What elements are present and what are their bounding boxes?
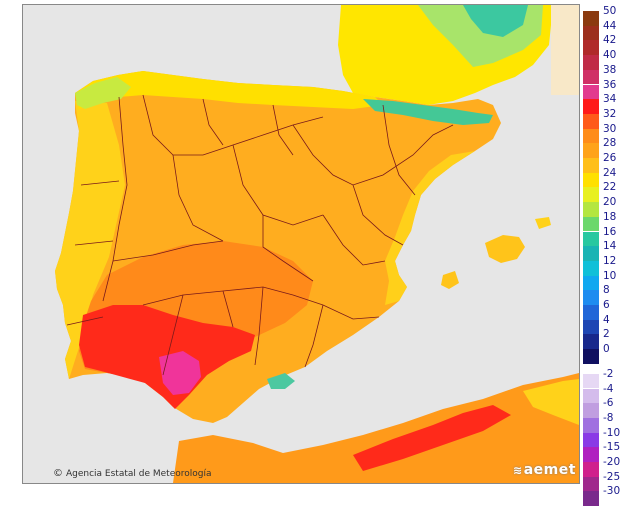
legend-swatch (583, 172, 599, 188)
credit-label: © Agencia Estatal de Meteorología (53, 468, 212, 479)
portugal-west-strip (55, 101, 125, 379)
legend-label: 4 (603, 313, 610, 326)
legend-swatch (583, 84, 599, 100)
legend-swatch (583, 143, 599, 158)
legend-swatch (583, 69, 599, 85)
legend-label: -30 (603, 485, 621, 498)
outer-area (551, 5, 579, 95)
legend-label: 12 (603, 254, 617, 267)
legend-label: -20 (603, 456, 621, 468)
legend-label: 20 (603, 196, 617, 209)
legend-swatch (583, 447, 599, 462)
legend-label: 10 (603, 269, 617, 282)
legend-label: 24 (603, 166, 617, 179)
legend-label: 30 (603, 122, 617, 135)
legend-label: 32 (603, 107, 617, 120)
aemet-logo: ≋aemet (513, 462, 576, 478)
legend-swatch (583, 260, 599, 276)
legend-label: 44 (603, 19, 617, 32)
legend-label: 22 (603, 181, 617, 194)
north-africa-land (173, 373, 579, 483)
legend-swatch (583, 202, 599, 217)
map-canvas (23, 5, 579, 483)
legend-swatch (583, 99, 599, 114)
legend-swatch (583, 334, 599, 350)
legend-swatch (583, 305, 599, 320)
east-coast-band (385, 151, 475, 305)
legend-label: 2 (603, 328, 610, 341)
legend-gap (583, 363, 599, 374)
legend-swatch (583, 432, 599, 448)
legend-label: 16 (603, 225, 617, 238)
legend-swatch (583, 158, 599, 173)
legend-swatch (583, 55, 599, 70)
legend-swatch (583, 388, 599, 404)
legend-label: 34 (603, 93, 617, 106)
balearic-mallorca (485, 235, 525, 263)
legend-swatch (583, 231, 599, 247)
legend-swatch (583, 113, 599, 129)
legend-swatch (583, 491, 599, 506)
legend-label: 26 (603, 152, 617, 164)
legend-label: -4 (603, 382, 614, 395)
galicia-cool (75, 77, 131, 109)
legend-swatch (583, 40, 599, 56)
legend-label: -2 (603, 367, 614, 380)
extreme-hot-zone (159, 351, 201, 395)
legend-swatch (583, 25, 599, 41)
legend-label: 8 (603, 284, 610, 297)
legend-swatch (583, 11, 599, 26)
legend-label: 6 (603, 299, 610, 311)
france-cold-zone (463, 5, 528, 37)
legend-label: 40 (603, 49, 617, 62)
north-africa-hot (353, 405, 511, 471)
legend-label: 28 (603, 137, 617, 150)
legend-swatch (583, 319, 599, 335)
copyright-icon: © (53, 468, 63, 479)
balearic-menorca (535, 217, 551, 229)
north-africa-cool (523, 379, 579, 425)
legend-label: 38 (603, 63, 617, 76)
credit-text: Agencia Estatal de Meteorología (66, 469, 212, 479)
legend-label: -10 (603, 426, 621, 439)
legend-label: 14 (603, 240, 617, 253)
legend-swatch (583, 462, 599, 477)
legend-swatch (583, 290, 599, 305)
legend-label: -6 (603, 397, 614, 410)
legend-swatch (583, 373, 599, 389)
legend-swatch (583, 275, 599, 291)
legend-label: 0 (603, 343, 610, 356)
legend-swatch (583, 349, 599, 364)
legend-swatch (583, 403, 599, 418)
legend-label: -15 (603, 441, 621, 454)
aemet-logo-text: aemet (523, 462, 576, 478)
temperature-map: © Agencia Estatal de Meteorología ≋aemet (22, 4, 580, 484)
pyrenees-band (363, 99, 493, 125)
legend-label: -25 (603, 470, 621, 483)
legend-label: 42 (603, 34, 617, 47)
legend-swatch (583, 216, 599, 232)
legend-swatch (583, 128, 599, 144)
balearic-ibiza (441, 271, 459, 289)
legend-swatch (583, 246, 599, 261)
legend-label: 18 (603, 210, 617, 223)
legend-swatch (583, 187, 599, 203)
sierra-nevada-spot (267, 373, 295, 389)
legend-label: 36 (603, 78, 617, 91)
north-coast-band (75, 71, 383, 109)
aemet-logo-icon: ≋ (513, 464, 523, 477)
legend-swatch (583, 417, 599, 433)
legend-label: 50 (603, 5, 617, 17)
legend-label: -8 (603, 411, 614, 424)
province-boundaries (66, 94, 454, 376)
legend-swatch (583, 476, 599, 492)
